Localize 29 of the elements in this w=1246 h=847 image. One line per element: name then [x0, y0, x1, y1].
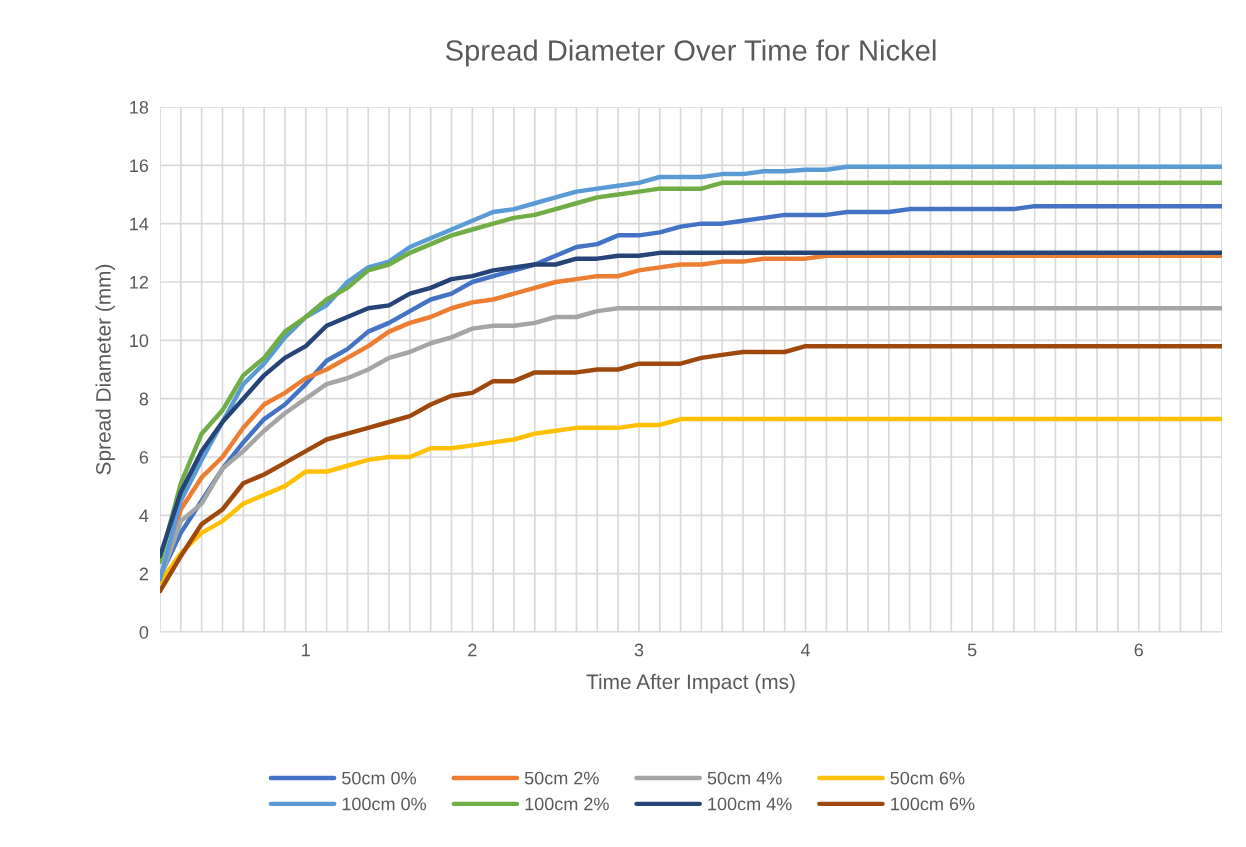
line-series	[160, 343, 1222, 594]
y-tick-label: 8	[139, 392, 149, 406]
y-axis-title: Spread Diameter (mm)	[95, 264, 115, 475]
legend-label: 50cm 0%	[342, 771, 416, 785]
legend-label: 100cm 4%	[708, 797, 792, 811]
x-tick-label: 3	[634, 643, 644, 657]
legend-label: 100cm 2%	[525, 797, 609, 811]
x-tick-label: 4	[800, 643, 811, 657]
y-tick-label: 4	[139, 509, 149, 522]
legend-label: 100cm 6%	[891, 797, 975, 811]
legend-label: 50cm 4%	[707, 771, 782, 785]
y-tick-label: 10	[130, 334, 149, 348]
chart-title: Spread Diameter Over Time for Nickel	[445, 39, 936, 67]
legend-label: 50cm 2%	[524, 771, 599, 785]
legend-label: 50cm 6%	[890, 771, 965, 785]
legend-label: 100cm 0%	[342, 797, 427, 811]
line-series	[160, 416, 1222, 585]
x-tick-label: 1	[302, 643, 310, 657]
y-tick-label: 2	[139, 567, 148, 581]
x-tick-label: 5	[967, 643, 977, 657]
y-tick-label: 6	[139, 450, 149, 464]
x-tick-label: 2	[468, 643, 477, 657]
y-tick-label: 12	[130, 275, 148, 289]
x-tick-label: 6	[1134, 643, 1143, 657]
y-tick-label: 16	[130, 159, 149, 173]
y-tick-label: 14	[130, 217, 149, 231]
x-axis-title: Time After Impact (ms)	[586, 673, 795, 694]
y-tick-label: 0	[139, 625, 149, 639]
y-tick-label: 18	[130, 100, 149, 114]
